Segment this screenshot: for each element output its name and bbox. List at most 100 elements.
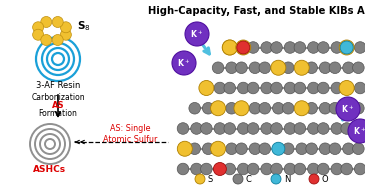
Circle shape <box>308 82 319 94</box>
Circle shape <box>319 143 331 155</box>
Circle shape <box>226 62 237 74</box>
Text: N: N <box>284 174 291 184</box>
Circle shape <box>233 174 243 184</box>
Circle shape <box>331 123 343 134</box>
Circle shape <box>201 82 212 94</box>
Circle shape <box>306 143 318 155</box>
Circle shape <box>273 102 284 114</box>
Circle shape <box>294 101 309 116</box>
Circle shape <box>52 35 63 46</box>
Circle shape <box>247 163 259 175</box>
Circle shape <box>202 143 214 155</box>
Text: AS: AS <box>52 101 64 111</box>
Circle shape <box>294 42 306 53</box>
Circle shape <box>211 101 226 116</box>
Circle shape <box>318 163 329 175</box>
Circle shape <box>273 62 284 74</box>
Circle shape <box>238 82 249 94</box>
Circle shape <box>318 123 329 134</box>
Circle shape <box>41 16 52 27</box>
Circle shape <box>329 143 341 155</box>
Circle shape <box>353 102 364 114</box>
Circle shape <box>177 163 189 175</box>
Circle shape <box>214 82 226 94</box>
Circle shape <box>202 102 214 114</box>
Circle shape <box>294 163 306 175</box>
Circle shape <box>296 62 308 74</box>
Text: High-Capacity, Fast, and Stable KIBs Anode: High-Capacity, Fast, and Stable KIBs Ano… <box>148 6 365 16</box>
Circle shape <box>177 123 189 134</box>
Circle shape <box>247 82 259 94</box>
Circle shape <box>222 40 237 55</box>
Circle shape <box>238 42 249 53</box>
Circle shape <box>236 102 247 114</box>
Circle shape <box>306 102 318 114</box>
Circle shape <box>261 123 272 134</box>
Text: K$^+$: K$^+$ <box>353 125 365 137</box>
Circle shape <box>284 163 296 175</box>
Circle shape <box>52 16 63 27</box>
Circle shape <box>201 163 212 175</box>
Circle shape <box>319 102 331 114</box>
Circle shape <box>283 143 294 155</box>
Circle shape <box>341 123 353 134</box>
Circle shape <box>331 82 343 94</box>
Text: O: O <box>322 174 328 184</box>
Circle shape <box>271 174 281 184</box>
Circle shape <box>329 62 341 74</box>
Circle shape <box>199 81 214 95</box>
Circle shape <box>261 163 272 175</box>
Circle shape <box>339 81 354 95</box>
Circle shape <box>331 163 343 175</box>
Circle shape <box>259 62 270 74</box>
Circle shape <box>354 82 365 94</box>
Circle shape <box>284 82 296 94</box>
Circle shape <box>343 143 354 155</box>
Circle shape <box>271 123 283 134</box>
Circle shape <box>261 42 272 53</box>
Circle shape <box>238 123 249 134</box>
Circle shape <box>341 42 353 53</box>
Circle shape <box>201 123 212 134</box>
Circle shape <box>212 143 224 155</box>
Circle shape <box>354 163 365 175</box>
Circle shape <box>294 123 306 134</box>
Text: K$^+$: K$^+$ <box>177 57 191 69</box>
Circle shape <box>212 62 224 74</box>
Circle shape <box>353 62 364 74</box>
Circle shape <box>284 42 296 53</box>
Circle shape <box>284 123 296 134</box>
Circle shape <box>294 82 306 94</box>
Circle shape <box>249 102 261 114</box>
Circle shape <box>195 174 205 184</box>
Circle shape <box>60 29 72 40</box>
Circle shape <box>226 143 237 155</box>
Circle shape <box>308 163 319 175</box>
Circle shape <box>318 82 329 94</box>
Circle shape <box>226 102 237 114</box>
Circle shape <box>341 163 353 175</box>
Circle shape <box>224 42 235 53</box>
Circle shape <box>249 143 261 155</box>
Circle shape <box>191 163 202 175</box>
Circle shape <box>236 143 247 155</box>
Circle shape <box>224 163 235 175</box>
Text: S: S <box>208 174 213 184</box>
Circle shape <box>296 102 308 114</box>
Circle shape <box>236 40 251 55</box>
Circle shape <box>319 62 331 74</box>
Circle shape <box>353 143 364 155</box>
Circle shape <box>331 42 343 53</box>
Circle shape <box>189 143 200 155</box>
Circle shape <box>308 123 319 134</box>
Text: ASHCs: ASHCs <box>34 166 66 174</box>
Circle shape <box>339 40 354 55</box>
Circle shape <box>283 62 294 74</box>
Circle shape <box>222 40 237 55</box>
Circle shape <box>237 41 250 54</box>
Circle shape <box>273 143 284 155</box>
Circle shape <box>236 62 247 74</box>
Circle shape <box>211 141 226 156</box>
Circle shape <box>340 41 353 54</box>
Circle shape <box>185 22 209 46</box>
